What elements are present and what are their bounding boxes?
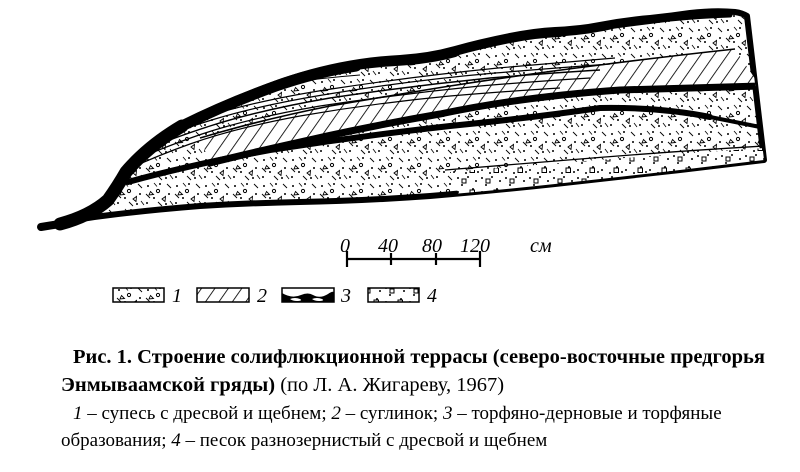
svg-text:0: 0	[340, 235, 350, 257]
svg-text:80: 80	[422, 235, 442, 257]
svg-text:40: 40	[378, 235, 398, 257]
svg-text:образования; 4 – песок разнозе: образования; 4 – песок разнозернистый с …	[61, 430, 547, 451]
svg-text:Рис. 1. Строение солифлюкционн: Рис. 1. Строение солифлюкционной террасы…	[73, 346, 765, 368]
svg-text:2: 2	[257, 285, 267, 307]
svg-text:3: 3	[340, 285, 351, 307]
svg-text:Энмываамской гряды) (по Л. А.: Энмываамской гряды) (по Л. А. Жигареву, …	[61, 374, 504, 396]
svg-text:см: см	[530, 235, 552, 257]
svg-text:1: 1	[172, 285, 182, 307]
svg-text:4: 4	[427, 285, 437, 307]
svg-text:120: 120	[460, 235, 490, 257]
svg-text:1 – супесь с дресвой и щебнем;: 1 – супесь с дресвой и щебнем; 2 – сугли…	[73, 403, 722, 424]
